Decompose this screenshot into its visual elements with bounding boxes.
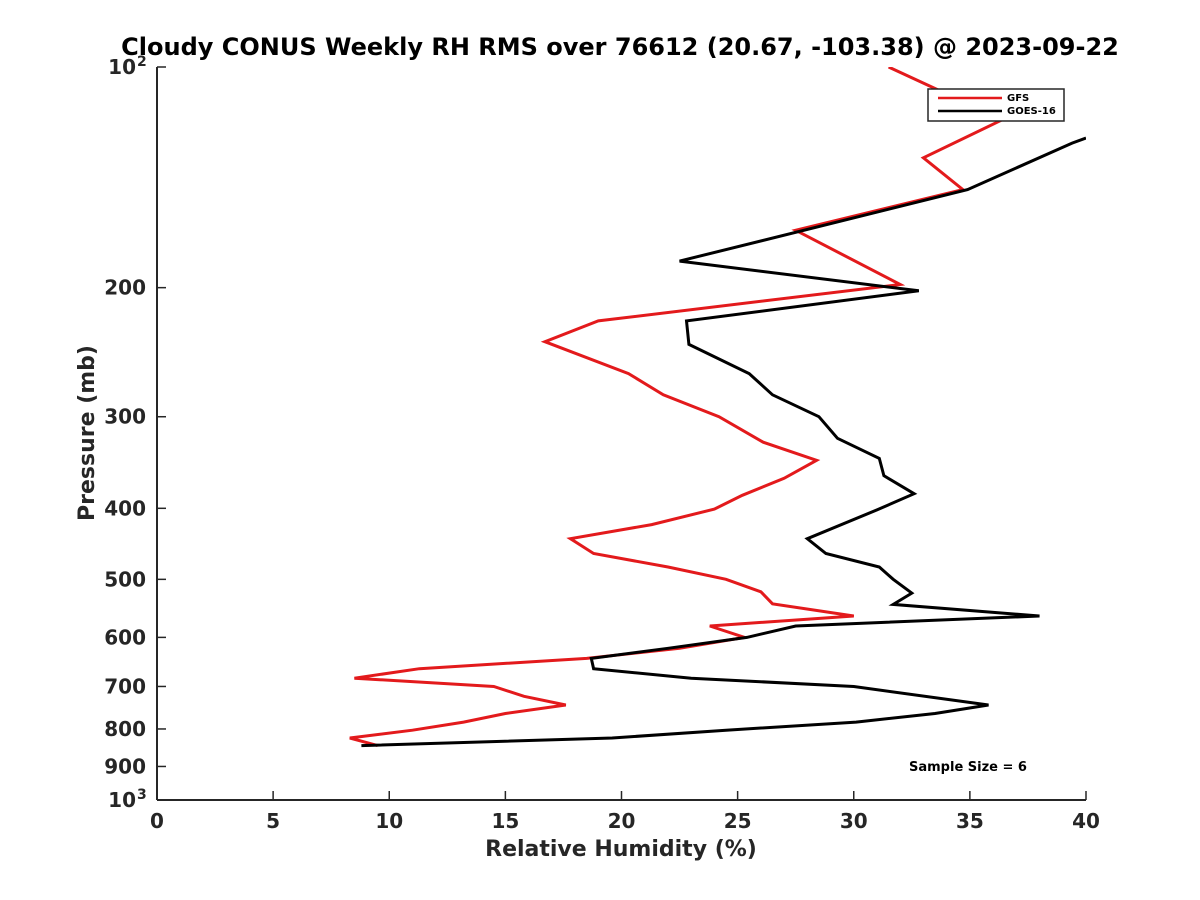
y-axis-label: Pressure (mb) [75,345,100,521]
y-tick-label-base: 300 [104,405,146,429]
x-tick-label: 15 [491,809,519,833]
plot-area: 0 5 10 15 20 25 30 35 40 10 220030040050060070080… [104,54,1100,833]
y-tick-label: 400 [104,496,146,520]
x-axis-ticks: 0 5 10 15 20 25 30 35 40 [150,791,1100,833]
series-layer [349,67,1086,748]
y-tick-label-base: 10 [108,788,136,812]
y-tick-label: 900 [104,754,146,778]
x-axis-label: Relative Humidity (%) [485,837,757,862]
legend-box [927,88,1065,122]
sample-size-annotation: Sample Size = 6 [909,760,1027,775]
y-tick-label-base: 200 [104,276,146,300]
x-tick-label: 25 [724,809,752,833]
x-tick-label: 5 [266,809,280,833]
legend-label-gfs: GFS [1007,93,1029,104]
y-tick-label-base: 10 [108,55,136,79]
y-tick-label-base: 500 [104,567,146,591]
x-tick-label: 20 [608,809,636,833]
chart-title: Cloudy CONUS Weekly RH RMS over 76612 (2… [121,33,1119,61]
legend: GFS GOES-16 [927,88,1065,122]
y-tick-label: 500 [104,567,146,591]
x-tick-label: 10 [375,809,403,833]
y-tick-label: 300 [104,405,146,429]
y-tick-label: 700 [104,674,146,698]
x-tick-label: 30 [840,809,868,833]
y-tick-label-base: 800 [104,717,146,741]
y-tick-label: 600 [104,625,146,649]
y-tick-label: 200 [104,276,146,300]
x-tick-label: 0 [150,809,164,833]
y-tick-label-base: 400 [104,496,146,520]
x-tick-label: 35 [956,809,984,833]
y-tick-label-base: 600 [104,625,146,649]
series-line-gfs [349,67,1006,748]
y-tick-label-base: 700 [104,674,146,698]
y-tick-label: 10 [108,788,136,812]
series-line-goes16 [361,136,1086,748]
y-tick-label: 800 [104,717,146,741]
y-tick-label: 10 [108,55,136,79]
legend-label-goes16: GOES-16 [1007,106,1056,117]
y-tick-label-base: 900 [104,754,146,778]
y-tick-exponent: 3 [137,787,147,803]
x-tick-label: 40 [1072,809,1100,833]
y-tick-exponent: 2 [137,54,147,70]
